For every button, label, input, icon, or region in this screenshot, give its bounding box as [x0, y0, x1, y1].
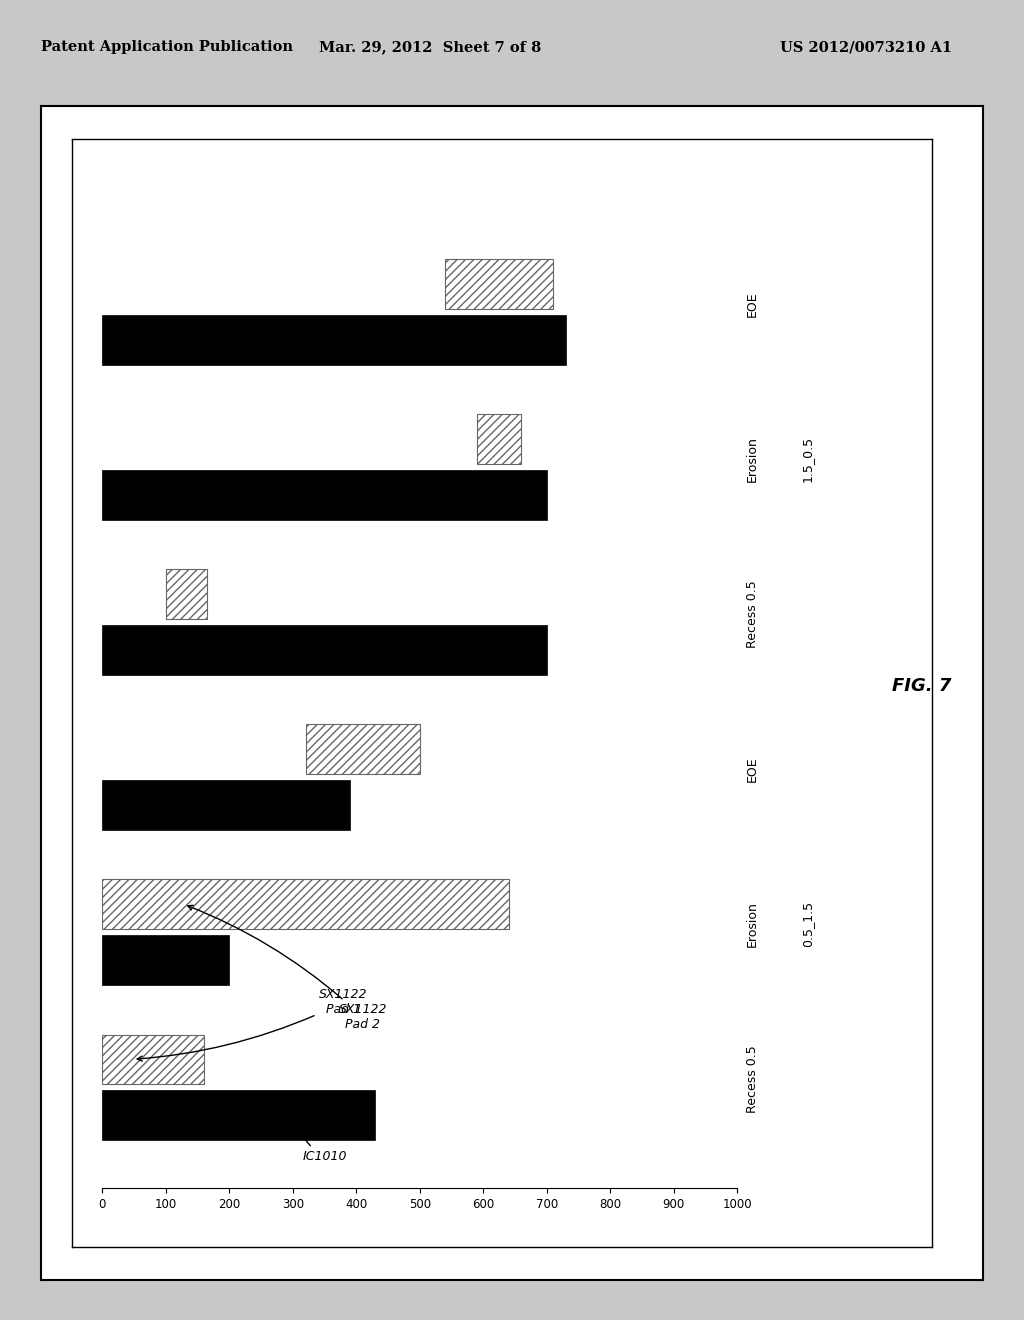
Bar: [477, 414, 521, 463]
Text: SX1122
Pad 1: SX1122 Pad 1: [137, 987, 368, 1061]
Text: 1.5_0.5: 1.5_0.5: [801, 436, 814, 482]
Text: SX1122
Pad 2: SX1122 Pad 2: [187, 906, 387, 1031]
Bar: [445, 259, 553, 309]
Text: US 2012/0073210 A1: US 2012/0073210 A1: [780, 40, 952, 54]
Text: EOE: EOE: [745, 292, 759, 317]
Bar: [166, 569, 207, 619]
Text: 0.5_1.5: 0.5_1.5: [801, 902, 814, 948]
Text: Erosion: Erosion: [745, 437, 759, 482]
Text: Erosion: Erosion: [745, 902, 759, 948]
Text: IC1010: IC1010: [294, 1119, 347, 1163]
Bar: [102, 1035, 204, 1084]
Text: Mar. 29, 2012  Sheet 7 of 8: Mar. 29, 2012 Sheet 7 of 8: [318, 40, 542, 54]
Text: EOE: EOE: [745, 756, 759, 783]
Bar: [102, 626, 547, 675]
Text: Patent Application Publication: Patent Application Publication: [41, 40, 293, 54]
Bar: [102, 780, 350, 830]
Bar: [102, 936, 229, 985]
Text: FIG. 7: FIG. 7: [892, 677, 951, 696]
Bar: [102, 470, 547, 520]
Text: Recess 0.5: Recess 0.5: [745, 581, 759, 648]
Bar: [102, 315, 566, 364]
Bar: [305, 725, 420, 774]
Bar: [102, 1090, 376, 1140]
Bar: [102, 879, 509, 929]
Text: Recess 0.5: Recess 0.5: [745, 1045, 759, 1113]
